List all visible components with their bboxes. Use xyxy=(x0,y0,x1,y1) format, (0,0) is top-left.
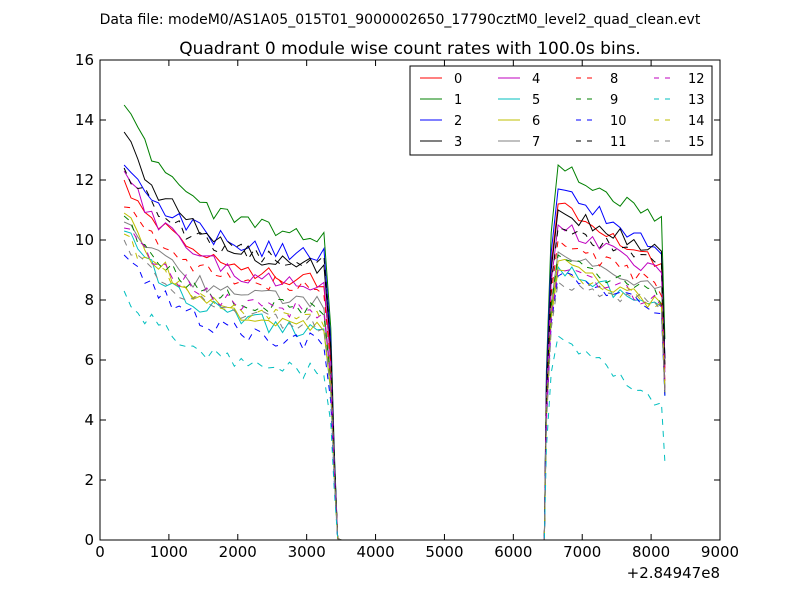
chart-suptitle: Data file: modeM0/AS1A05_015T01_90000026… xyxy=(100,12,701,28)
legend-label-0: 0 xyxy=(454,72,462,87)
legend-label-6: 6 xyxy=(532,114,540,129)
series-line-3 xyxy=(123,131,666,540)
series-line-8 xyxy=(124,206,666,540)
series-line-5 xyxy=(123,230,666,540)
y-tick-label: 16 xyxy=(75,51,94,69)
series-line-14 xyxy=(123,233,666,540)
legend-label-3: 3 xyxy=(454,135,462,150)
legend-label-10: 10 xyxy=(610,114,627,129)
legend-label-11: 11 xyxy=(610,135,627,150)
legend-label-12: 12 xyxy=(688,72,705,87)
x-tick-label: 8000 xyxy=(632,543,670,561)
legend-label-4: 4 xyxy=(532,72,540,87)
y-tick-label: 10 xyxy=(75,231,94,249)
legend-label-15: 15 xyxy=(688,135,705,150)
series-line-11 xyxy=(123,167,666,540)
x-tick-label: 1000 xyxy=(150,543,188,561)
x-tick-label: 5000 xyxy=(425,543,463,561)
x-tick-label: 4000 xyxy=(356,543,394,561)
y-tick-label: 6 xyxy=(84,351,94,369)
series-line-13 xyxy=(123,290,666,540)
y-tick-label: 2 xyxy=(84,471,94,489)
x-tick-label: 2000 xyxy=(219,543,257,561)
series-line-2 xyxy=(123,164,666,540)
legend-label-7: 7 xyxy=(532,135,540,150)
series-line-12 xyxy=(124,227,666,540)
x-tick-label: 6000 xyxy=(494,543,532,561)
series-line-1 xyxy=(123,104,666,540)
legend-label-13: 13 xyxy=(688,93,705,108)
x-tick-label: 0 xyxy=(95,543,105,561)
x-offset-label: +2.84947e8 xyxy=(627,564,720,582)
plot-area xyxy=(123,104,666,540)
y-tick-label: 14 xyxy=(75,111,94,129)
y-tick-label: 4 xyxy=(84,411,94,429)
chart-title: Quadrant 0 module wise count rates with … xyxy=(179,39,640,59)
axes: 0 1000 2000 3000 4000 5000 6000 7000 8000 9000 0 2 4… xyxy=(75,51,739,582)
series-line-4 xyxy=(123,170,666,540)
y-tick-label: 8 xyxy=(84,291,94,309)
series-line-10 xyxy=(123,254,666,540)
legend-label-14: 14 xyxy=(688,114,705,129)
legend-box xyxy=(409,65,713,156)
legend-label-1: 1 xyxy=(454,93,462,108)
series-line-7 xyxy=(123,221,666,540)
legend-label-9: 9 xyxy=(610,93,618,108)
x-tick-label: 7000 xyxy=(563,543,601,561)
x-tick-label: 9000 xyxy=(701,543,739,561)
y-tick-label: 12 xyxy=(75,171,94,189)
series-line-9 xyxy=(123,215,666,540)
series-line-6 xyxy=(123,212,666,540)
legend-label-5: 5 xyxy=(532,93,540,108)
series-line-0 xyxy=(123,179,666,540)
series-line-15 xyxy=(123,239,666,540)
y-tick-label: 0 xyxy=(84,531,94,549)
legend-label-8: 8 xyxy=(610,72,618,87)
x-tick-label: 3000 xyxy=(288,543,326,561)
legend-label-2: 2 xyxy=(454,114,462,129)
